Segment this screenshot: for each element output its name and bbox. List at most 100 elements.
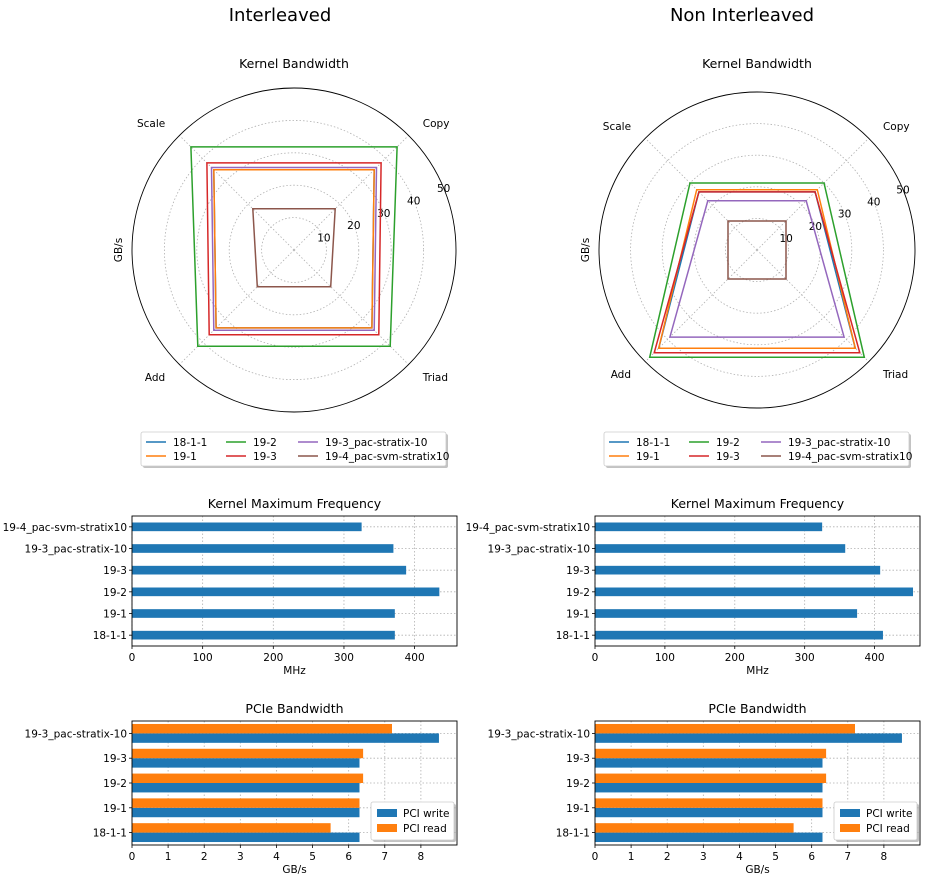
legend-label: 19-3_pac-stratix-10 bbox=[325, 437, 427, 449]
bar-18-1-1 bbox=[132, 823, 331, 833]
bar-19-1 bbox=[595, 609, 858, 618]
bar-19-2 bbox=[595, 783, 823, 793]
y-tick-label: 19-1 bbox=[103, 609, 127, 621]
axis-label-scale: Scale bbox=[603, 121, 631, 133]
chart-title: Kernel Maximum Frequency bbox=[208, 496, 382, 511]
x-tick-label: 0 bbox=[129, 851, 136, 863]
outer-frame bbox=[598, 91, 916, 409]
radial-gridline bbox=[163, 119, 425, 381]
bar-19-3_pac-stratix-10 bbox=[132, 544, 394, 553]
y-tick-label: 19-1 bbox=[566, 803, 590, 815]
bar-19-1 bbox=[132, 609, 395, 618]
x-tick-label: 5 bbox=[309, 851, 316, 863]
figure-supertitle: Interleaved bbox=[229, 5, 332, 26]
y-tick-label: 19-3 bbox=[566, 753, 590, 765]
x-tick-label: 7 bbox=[381, 851, 388, 863]
x-tick-label: 200 bbox=[725, 652, 745, 664]
series-19-3 bbox=[206, 162, 382, 336]
radial-gridline bbox=[261, 217, 327, 283]
bar-chart-3: Kernel Maximum Frequency 18-1-1 19-1 19-2 19… bbox=[466, 496, 921, 677]
bar-19-2 bbox=[132, 783, 360, 793]
x-axis-label: MHz bbox=[746, 665, 769, 677]
series-19-4_pac-svm-stratix10 bbox=[727, 220, 787, 280]
bar-18-1-1 bbox=[595, 823, 794, 833]
radial-tick-label: 30 bbox=[377, 208, 390, 220]
bar-18-1-1 bbox=[595, 630, 883, 640]
bar-19-4_pac-svm-stratix10 bbox=[595, 522, 823, 532]
x-tick-label: 300 bbox=[795, 652, 815, 664]
angular-gridline bbox=[293, 135, 409, 251]
angular-gridline bbox=[644, 137, 758, 251]
bar-19-3 bbox=[132, 565, 407, 575]
x-tick-label: 0 bbox=[592, 851, 599, 863]
axis-label-add: Add bbox=[611, 369, 631, 381]
radial-gridline bbox=[196, 152, 392, 348]
axis-label-add: Add bbox=[145, 372, 165, 384]
legend-label: 19-3 bbox=[253, 451, 277, 463]
bar-chart-2: Kernel Maximum Frequency 18-1-1 19-1 19-2 19… bbox=[3, 496, 458, 677]
legend bbox=[140, 431, 447, 467]
y-tick-label: 19-1 bbox=[103, 803, 127, 815]
axis-label-triad: Triad bbox=[422, 372, 448, 384]
radial-tick-label: 50 bbox=[896, 185, 909, 197]
y-tick-label: 19-2 bbox=[566, 778, 590, 790]
legend-label: 19-1 bbox=[636, 451, 660, 463]
chart-title: PCIe Bandwidth bbox=[708, 701, 806, 716]
legend-label: 19-2 bbox=[253, 437, 277, 449]
figure-supertitle: Non Interleaved bbox=[670, 5, 814, 26]
chart-title: Kernel Bandwidth bbox=[702, 56, 812, 71]
angular-gridline bbox=[756, 137, 870, 251]
series-19-3_pac-stratix-10 bbox=[210, 166, 378, 331]
y-axis-label: GB/s bbox=[580, 238, 592, 262]
bar-19-3_pac-stratix-10 bbox=[132, 733, 439, 743]
y-tick-label: 18-1-1 bbox=[556, 630, 590, 642]
series-19-1 bbox=[657, 188, 857, 350]
legend-label: 19-2 bbox=[716, 437, 740, 449]
x-tick-label: 5 bbox=[772, 851, 779, 863]
axis-label-scale: Scale bbox=[137, 118, 165, 130]
legend-label: 19-1 bbox=[173, 451, 197, 463]
y-tick-label: 19-1 bbox=[566, 609, 590, 621]
series-19-3 bbox=[653, 191, 861, 354]
x-tick-label: 2 bbox=[664, 851, 671, 863]
legend-label: 18-1-1 bbox=[173, 437, 207, 449]
y-tick-label: 19-3_pac-stratix-10 bbox=[488, 544, 590, 556]
bar-19-4_pac-svm-stratix10 bbox=[132, 522, 362, 532]
x-tick-label: 1 bbox=[628, 851, 635, 863]
axis-label-copy: Copy bbox=[423, 118, 450, 130]
axis-label-triad: Triad bbox=[882, 369, 908, 381]
y-tick-label: 19-2 bbox=[566, 587, 590, 599]
y-tick-label: 18-1-1 bbox=[556, 828, 590, 840]
bar-19-3 bbox=[595, 748, 827, 759]
bar-19-1 bbox=[595, 807, 823, 818]
bar-19-3 bbox=[595, 758, 823, 768]
bar-19-3_pac-stratix-10 bbox=[595, 723, 855, 734]
radial-tick-label: 40 bbox=[407, 195, 420, 207]
y-tick-label: 19-3_pac-stratix-10 bbox=[25, 728, 127, 740]
y-tick-label: 19-2 bbox=[103, 587, 127, 599]
radial-tick-label: 20 bbox=[809, 221, 822, 233]
bar-19-3_pac-stratix-10 bbox=[595, 544, 846, 553]
axis-label-copy: Copy bbox=[883, 121, 910, 133]
y-tick-label: 19-2 bbox=[103, 778, 127, 790]
radial-gridline bbox=[661, 154, 853, 346]
legend-label: PCI read bbox=[403, 823, 447, 835]
radar-chart-0: Interleaved Kernel Bandwidth 10 20 30 40 50 Cop… bbox=[113, 5, 457, 468]
legend-label: PCI read bbox=[866, 823, 910, 835]
legend-label: 19-4_pac-svm-stratix10 bbox=[788, 451, 912, 463]
x-tick-label: 100 bbox=[193, 652, 213, 664]
y-tick-label: 19-3 bbox=[103, 565, 127, 577]
legend-swatch bbox=[840, 824, 860, 832]
legend-swatch bbox=[840, 809, 860, 817]
bar-19-2 bbox=[595, 773, 827, 783]
x-tick-label: 0 bbox=[592, 652, 599, 664]
series-19-1 bbox=[213, 169, 375, 329]
bar-19-3_pac-stratix-10 bbox=[132, 723, 392, 734]
legend-label: PCI write bbox=[866, 808, 913, 820]
legend-swatch bbox=[377, 809, 397, 817]
series-19-4_pac-svm-stratix10 bbox=[252, 208, 336, 288]
legend-label: PCI write bbox=[403, 808, 450, 820]
axes-frame bbox=[131, 720, 458, 846]
